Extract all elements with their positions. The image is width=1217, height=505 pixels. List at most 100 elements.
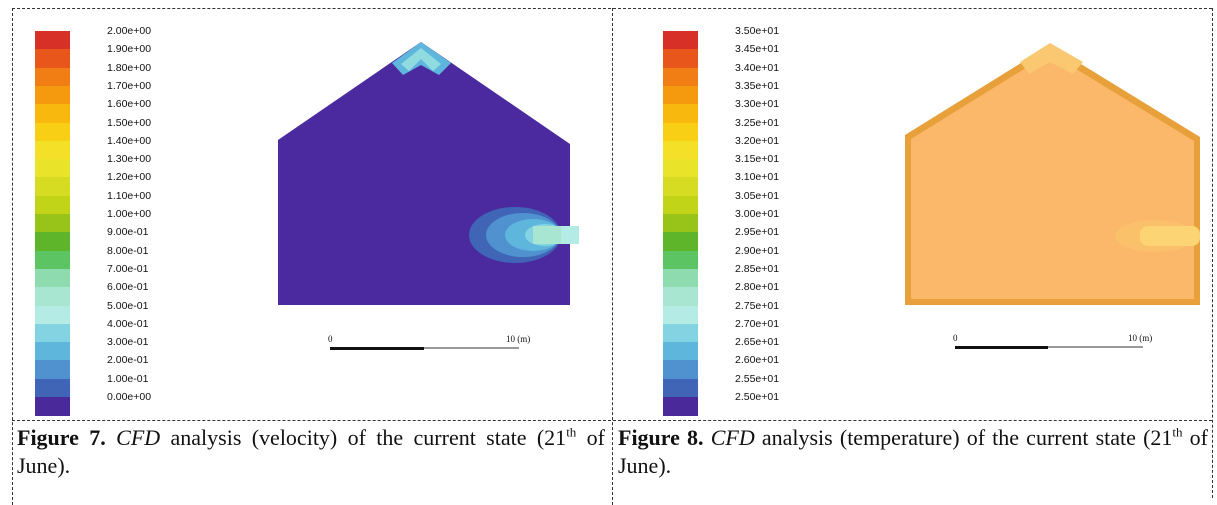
legend-label: 4.00e-01 xyxy=(107,317,149,330)
legend-label: 5.00e-01 xyxy=(107,299,149,312)
divider-top xyxy=(12,8,1212,9)
legend-swatch xyxy=(35,323,70,343)
legend-swatch xyxy=(35,177,70,197)
legend-swatch xyxy=(663,195,698,215)
legend-label: 1.90e+00 xyxy=(107,43,152,56)
temperature-scale-start: 0 xyxy=(953,333,958,343)
figure7-caption: Figure 7. CFD analysis (velocity) of the… xyxy=(17,424,605,480)
legend-label: 3.25e+01 xyxy=(735,116,780,129)
legend-swatch xyxy=(663,397,698,416)
legend-swatch xyxy=(35,378,70,398)
legend-label: 2.50e+01 xyxy=(735,391,780,403)
legend-swatch xyxy=(35,104,70,123)
legend-label: 7.00e-01 xyxy=(107,262,149,275)
legend-swatch xyxy=(35,195,70,215)
divider-left xyxy=(12,8,13,505)
legend-swatch xyxy=(663,122,698,142)
figure8-caption: Figure 8. CFD analysis (temperature) of … xyxy=(618,424,1208,480)
divider-caption xyxy=(12,420,1212,421)
legend-swatch xyxy=(35,159,70,178)
legend-label: 3.45e+01 xyxy=(735,43,780,56)
legend-swatch xyxy=(35,342,70,361)
legend-swatch xyxy=(35,67,70,87)
legend-label: 2.75e+01 xyxy=(735,299,780,312)
legend-label: 1.00e+00 xyxy=(107,208,152,220)
legend-label: 0.00e+00 xyxy=(107,391,152,403)
temperature-contour-plot xyxy=(905,43,1200,305)
legend-swatch xyxy=(35,122,70,142)
legend-label: 2.80e+01 xyxy=(735,281,780,294)
legend-label: 9.00e-01 xyxy=(107,226,149,239)
figure8-abbr: CFD xyxy=(710,425,755,450)
legend-label: 6.00e-01 xyxy=(107,281,149,294)
legend-swatch xyxy=(663,378,698,398)
legend-swatch xyxy=(663,250,698,270)
building-velocity-field xyxy=(278,42,570,305)
figure8-text-a: analysis (temperature) of the current st… xyxy=(754,425,1173,450)
legend-swatch xyxy=(35,214,70,233)
legend-label: 3.10e+01 xyxy=(735,171,780,184)
temperature-scale-end: 10 (m) xyxy=(1128,333,1153,343)
legend-label: 3.20e+01 xyxy=(735,134,780,147)
legend-label: 1.20e+00 xyxy=(107,171,152,184)
legend-label: 1.10e+00 xyxy=(107,189,152,202)
legend-label: 1.50e+00 xyxy=(107,116,152,129)
legend-swatch xyxy=(663,323,698,343)
legend-label: 3.30e+01 xyxy=(735,98,780,111)
legend-swatch xyxy=(663,305,698,325)
legend-label: 3.35e+01 xyxy=(735,79,780,92)
legend-label: 2.60e+01 xyxy=(735,354,780,367)
velocity-scale-end: 10 (m) xyxy=(506,334,531,344)
legend-label: 8.00e-01 xyxy=(107,244,149,257)
legend-swatch xyxy=(35,250,70,270)
divider-right xyxy=(1212,8,1213,498)
legend-label: 1.80e+00 xyxy=(107,61,152,74)
legend-label: 1.70e+00 xyxy=(107,79,152,92)
legend-label: 3.00e+01 xyxy=(735,208,780,220)
legend-swatch xyxy=(663,268,698,288)
velocity-scale-bar xyxy=(330,347,424,350)
legend-swatch xyxy=(663,49,698,69)
legend-label: 2.00e+00 xyxy=(107,25,152,37)
figure7-text-b: of June). xyxy=(17,425,605,478)
legend-label: 3.40e+01 xyxy=(735,61,780,74)
legend-swatch xyxy=(35,287,70,306)
figure7-text-a: analysis (velocity) of the current state… xyxy=(160,425,567,450)
legend-label: 2.00e-01 xyxy=(107,354,149,367)
legend-label: 3.05e+01 xyxy=(735,189,780,202)
legend-swatch xyxy=(663,104,698,123)
legend-swatch xyxy=(663,214,698,233)
legend-swatch xyxy=(663,67,698,87)
legend-label: 2.70e+01 xyxy=(735,317,780,330)
legend-swatch xyxy=(35,232,70,252)
legend-swatch xyxy=(35,49,70,69)
figure7-label: Figure 7. xyxy=(17,425,106,450)
roof-vent xyxy=(1020,43,1083,74)
velocity-scale-start: 0 xyxy=(328,334,333,344)
legend-label: 2.90e+01 xyxy=(735,244,780,257)
legend-swatch xyxy=(35,360,70,380)
legend-swatch xyxy=(663,232,698,252)
legend-swatch xyxy=(663,85,698,105)
velocity-scale-bar-white xyxy=(424,347,519,349)
legend-label: 2.55e+01 xyxy=(735,372,780,385)
legend-swatch xyxy=(663,140,698,160)
figure8-label: Figure 8. xyxy=(618,425,704,450)
legend-swatch xyxy=(663,287,698,306)
legend-swatch xyxy=(35,140,70,160)
legend-swatch xyxy=(663,177,698,197)
temperature-scale-bar-white xyxy=(1048,346,1143,348)
legend-swatch xyxy=(663,342,698,361)
legend-label: 2.85e+01 xyxy=(735,262,780,275)
figure8-text-b: of June). xyxy=(618,425,1208,478)
legend-swatch xyxy=(663,360,698,380)
figure8-sup: th xyxy=(1172,424,1183,440)
legend-label: 2.65e+01 xyxy=(735,336,780,349)
legend-swatch xyxy=(35,31,70,50)
figure7-abbr: CFD xyxy=(116,425,161,450)
legend-label: 1.30e+00 xyxy=(107,153,152,166)
divider-middle xyxy=(612,8,613,505)
figure7-sup: th xyxy=(566,424,577,440)
legend-swatch xyxy=(35,305,70,325)
legend-swatch xyxy=(663,159,698,178)
